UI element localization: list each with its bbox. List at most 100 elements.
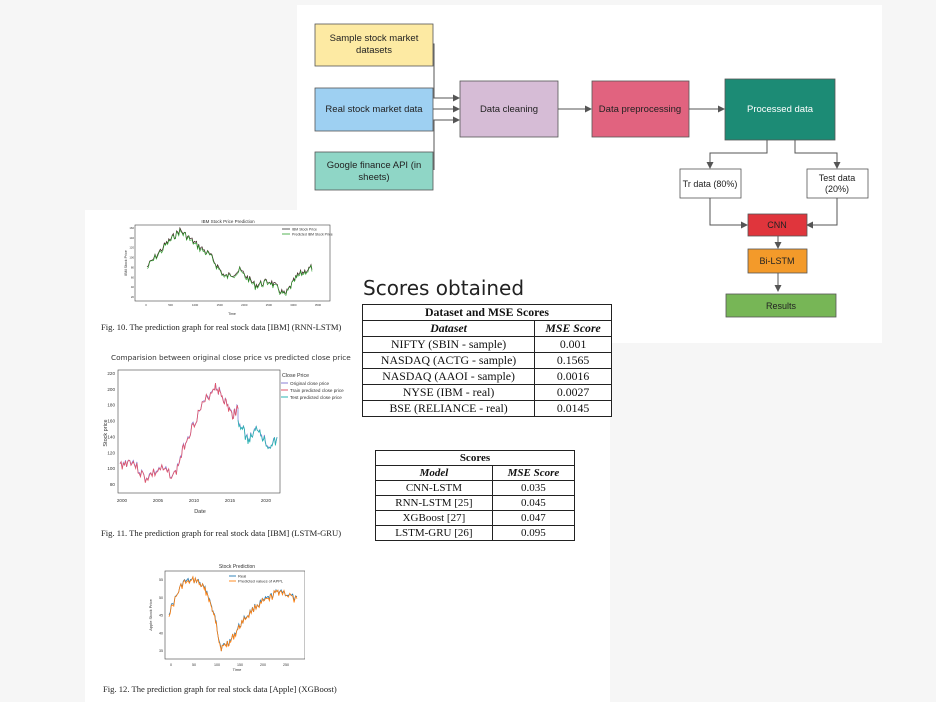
dataset-mse-table: Dataset and MSE Scores Dataset MSE Score…	[361, 304, 612, 417]
results-node: Results	[725, 293, 837, 318]
y-tick-label: 55	[159, 578, 163, 582]
fig11-legend: Close Price Original close price Train p…	[281, 373, 344, 400]
fig10-axes	[134, 224, 331, 302]
table1-cell: 0.0027	[534, 384, 612, 401]
source-sample-label-line2: datasets	[356, 45, 392, 56]
table2-header-mse: MSE Score	[491, 465, 576, 481]
model-scores-table: Scores Model MSE Score CNN-LSTM 0.035 RNN…	[375, 450, 576, 541]
table2-cell: 0.045	[491, 495, 576, 511]
table-row: XGBoost [27] 0.047	[375, 510, 576, 526]
bilstm-label: Bi-LSTM	[759, 256, 794, 266]
x-tick-label: 2000	[117, 498, 128, 503]
fig11-legend-2: Test predicted close price	[290, 395, 342, 400]
table-row: NIFTY (SBIN - sample) 0.001	[361, 336, 612, 353]
table1-cell: 0.1565	[534, 352, 612, 369]
y-tick-label: 180	[107, 403, 115, 408]
x-tick-label: 250	[283, 663, 289, 667]
data-cleaning-node: Data cleaning	[459, 80, 559, 138]
table-row: LSTM-GRU [26] 0.095	[375, 525, 576, 541]
fig12-legend-1: Predicted values of APPL	[238, 579, 284, 584]
fig10-legend-0: IBM Stock Price	[292, 228, 317, 232]
test-data-label-line1: Test data	[819, 173, 856, 183]
table2-cell: 0.047	[491, 510, 576, 526]
table1-cell: NIFTY (SBIN - sample)	[361, 336, 536, 353]
table1-cell: BSE (RELIANCE - real)	[361, 400, 536, 417]
table1-cell: NASDAQ (AAOI - sample)	[361, 368, 536, 385]
fig11-xlabel: Date	[194, 509, 206, 515]
fig11-chart: Stock price Date Close Price Original cl…	[103, 369, 344, 515]
fig12-legend-0: Real	[238, 574, 246, 579]
table1-cell: NYSE (IBM - real)	[361, 384, 536, 401]
train-data-node: Tr data (80%)	[679, 168, 742, 199]
fig12-legend: Real Predicted values of APPL	[229, 574, 284, 584]
table2-cell: 0.035	[491, 480, 576, 496]
y-tick-label: 220	[107, 371, 115, 376]
fig10-series-real	[146, 226, 313, 295]
y-tick-label: 140	[107, 434, 115, 439]
test-data-node: Test data (20%)	[806, 168, 869, 199]
source-sample-node: Sample stock market datasets	[314, 23, 434, 67]
fig12-caption: Fig. 12. The prediction graph for real s…	[103, 684, 337, 694]
x-tick-label: 100	[214, 663, 220, 667]
fig11-legend-title: Close Price	[282, 373, 309, 379]
cnn-label: CNN	[767, 220, 787, 230]
y-tick-label: 200	[107, 387, 115, 392]
y-tick-label: 40	[159, 631, 163, 635]
fig12-xlabel: Time	[233, 667, 243, 672]
processed-data-node: Processed data	[724, 78, 836, 141]
data-cleaning-label: Data cleaning	[480, 104, 538, 115]
cnn-node: CNN	[747, 213, 808, 237]
table2-cell: 0.095	[491, 525, 576, 541]
table1-cell: 0.001	[534, 336, 612, 353]
fig12-title: Stock Prediction	[219, 564, 255, 570]
table-row: RNN-LSTM [25] 0.045	[375, 495, 576, 511]
source-real-label: Real stock market data	[325, 104, 423, 115]
table1-cell: NASDAQ (ACTG - sample)	[361, 352, 536, 369]
source-real-node: Real stock market data	[314, 87, 434, 132]
source-google-label-line1: Google finance API (in	[327, 160, 422, 171]
fig11-series-test	[237, 420, 278, 450]
table1-header-mse: MSE Score	[534, 320, 612, 337]
y-tick-label: 80	[110, 482, 116, 487]
y-tick-label: 40	[131, 285, 135, 289]
x-tick-label: 1500	[217, 303, 224, 307]
x-tick-label: 2015	[225, 498, 236, 503]
fig10-series-predicted	[146, 228, 313, 296]
fig12-ylabel: Apple Stock Price	[148, 598, 153, 630]
y-tick-label: 60	[131, 275, 135, 279]
y-tick-label: 120	[107, 450, 115, 455]
x-tick-label: 2010	[189, 498, 200, 503]
table2-cell: XGBoost [27]	[375, 510, 493, 526]
fig10-xlabel: Time	[228, 312, 236, 316]
y-tick-label: 160	[129, 226, 134, 230]
source-google-node: Google finance API (in sheets)	[314, 151, 434, 191]
table2-cell: CNN-LSTM	[375, 480, 493, 496]
y-tick-label: 35	[159, 649, 163, 653]
fig11-title: Comparision between original close price…	[111, 353, 351, 362]
fig10-legend-1: Predicted IBM Stock Price	[292, 233, 333, 237]
x-tick-label: 2500	[266, 303, 273, 307]
x-tick-label: 2020	[261, 498, 272, 503]
source-sample-label-line1: Sample stock market	[330, 33, 419, 44]
fig11-legend-0: Original close price	[290, 381, 330, 386]
y-tick-label: 160	[107, 419, 115, 424]
processed-data-label: Processed data	[747, 104, 814, 115]
table1-cell: 0.0145	[534, 400, 612, 417]
bilstm-node: Bi-LSTM	[747, 248, 808, 274]
x-tick-label: 0	[145, 303, 147, 307]
x-tick-label: 2005	[153, 498, 164, 503]
table2-title: Scores	[375, 450, 575, 466]
table1-header-dataset: Dataset	[361, 320, 536, 337]
y-tick-label: 140	[129, 236, 134, 240]
table-row: CNN-LSTM 0.035	[375, 480, 576, 496]
fig10-title: IBM Stock Price Prediction	[201, 219, 255, 224]
fig12-chart: Stock Prediction Real Predicted values o…	[148, 564, 305, 672]
fig10-caption: Fig. 10. The prediction graph for real s…	[101, 322, 342, 332]
table1-title: Dataset and MSE Scores	[362, 304, 612, 321]
y-tick-label: 120	[129, 246, 134, 250]
train-data-label: Tr data (80%)	[683, 179, 738, 189]
x-tick-label: 500	[168, 303, 173, 307]
table1-cell: 0.0016	[534, 368, 612, 385]
table2-header-model: Model	[375, 465, 493, 481]
fig12-series-real	[168, 576, 298, 652]
